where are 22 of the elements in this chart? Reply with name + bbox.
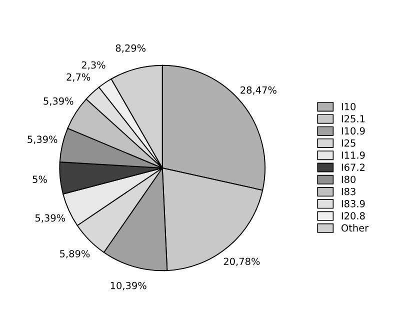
legend-label: I83.9 — [342, 200, 365, 208]
legend-label: I10 — [342, 102, 356, 110]
data-label: 20,78% — [224, 258, 260, 266]
data-label: 5% — [32, 176, 47, 183]
data-label: 5,39% — [35, 214, 66, 223]
data-label: 2,3% — [82, 61, 106, 70]
data-label: 8,29% — [116, 44, 146, 53]
legend-label: I83 — [342, 188, 356, 196]
data-label: 5,39% — [44, 97, 74, 106]
legend-label: I80 — [342, 176, 356, 184]
data-label: 5,39% — [28, 136, 58, 144]
data-label: 2,7% — [66, 73, 90, 82]
data-label: 5,89% — [60, 250, 90, 258]
legend-label: I25.1 — [342, 115, 365, 122]
legend-label: I11.9 — [342, 151, 365, 159]
data-label: 28,47% — [240, 86, 276, 95]
legend-label: Other — [342, 224, 369, 232]
data-label: 10,39% — [110, 282, 146, 290]
legend-label: I20.8 — [342, 212, 365, 220]
legend-label: I10.9 — [342, 127, 365, 135]
legend-label: I67.2 — [342, 164, 365, 171]
legend-label: I25 — [342, 139, 356, 147]
